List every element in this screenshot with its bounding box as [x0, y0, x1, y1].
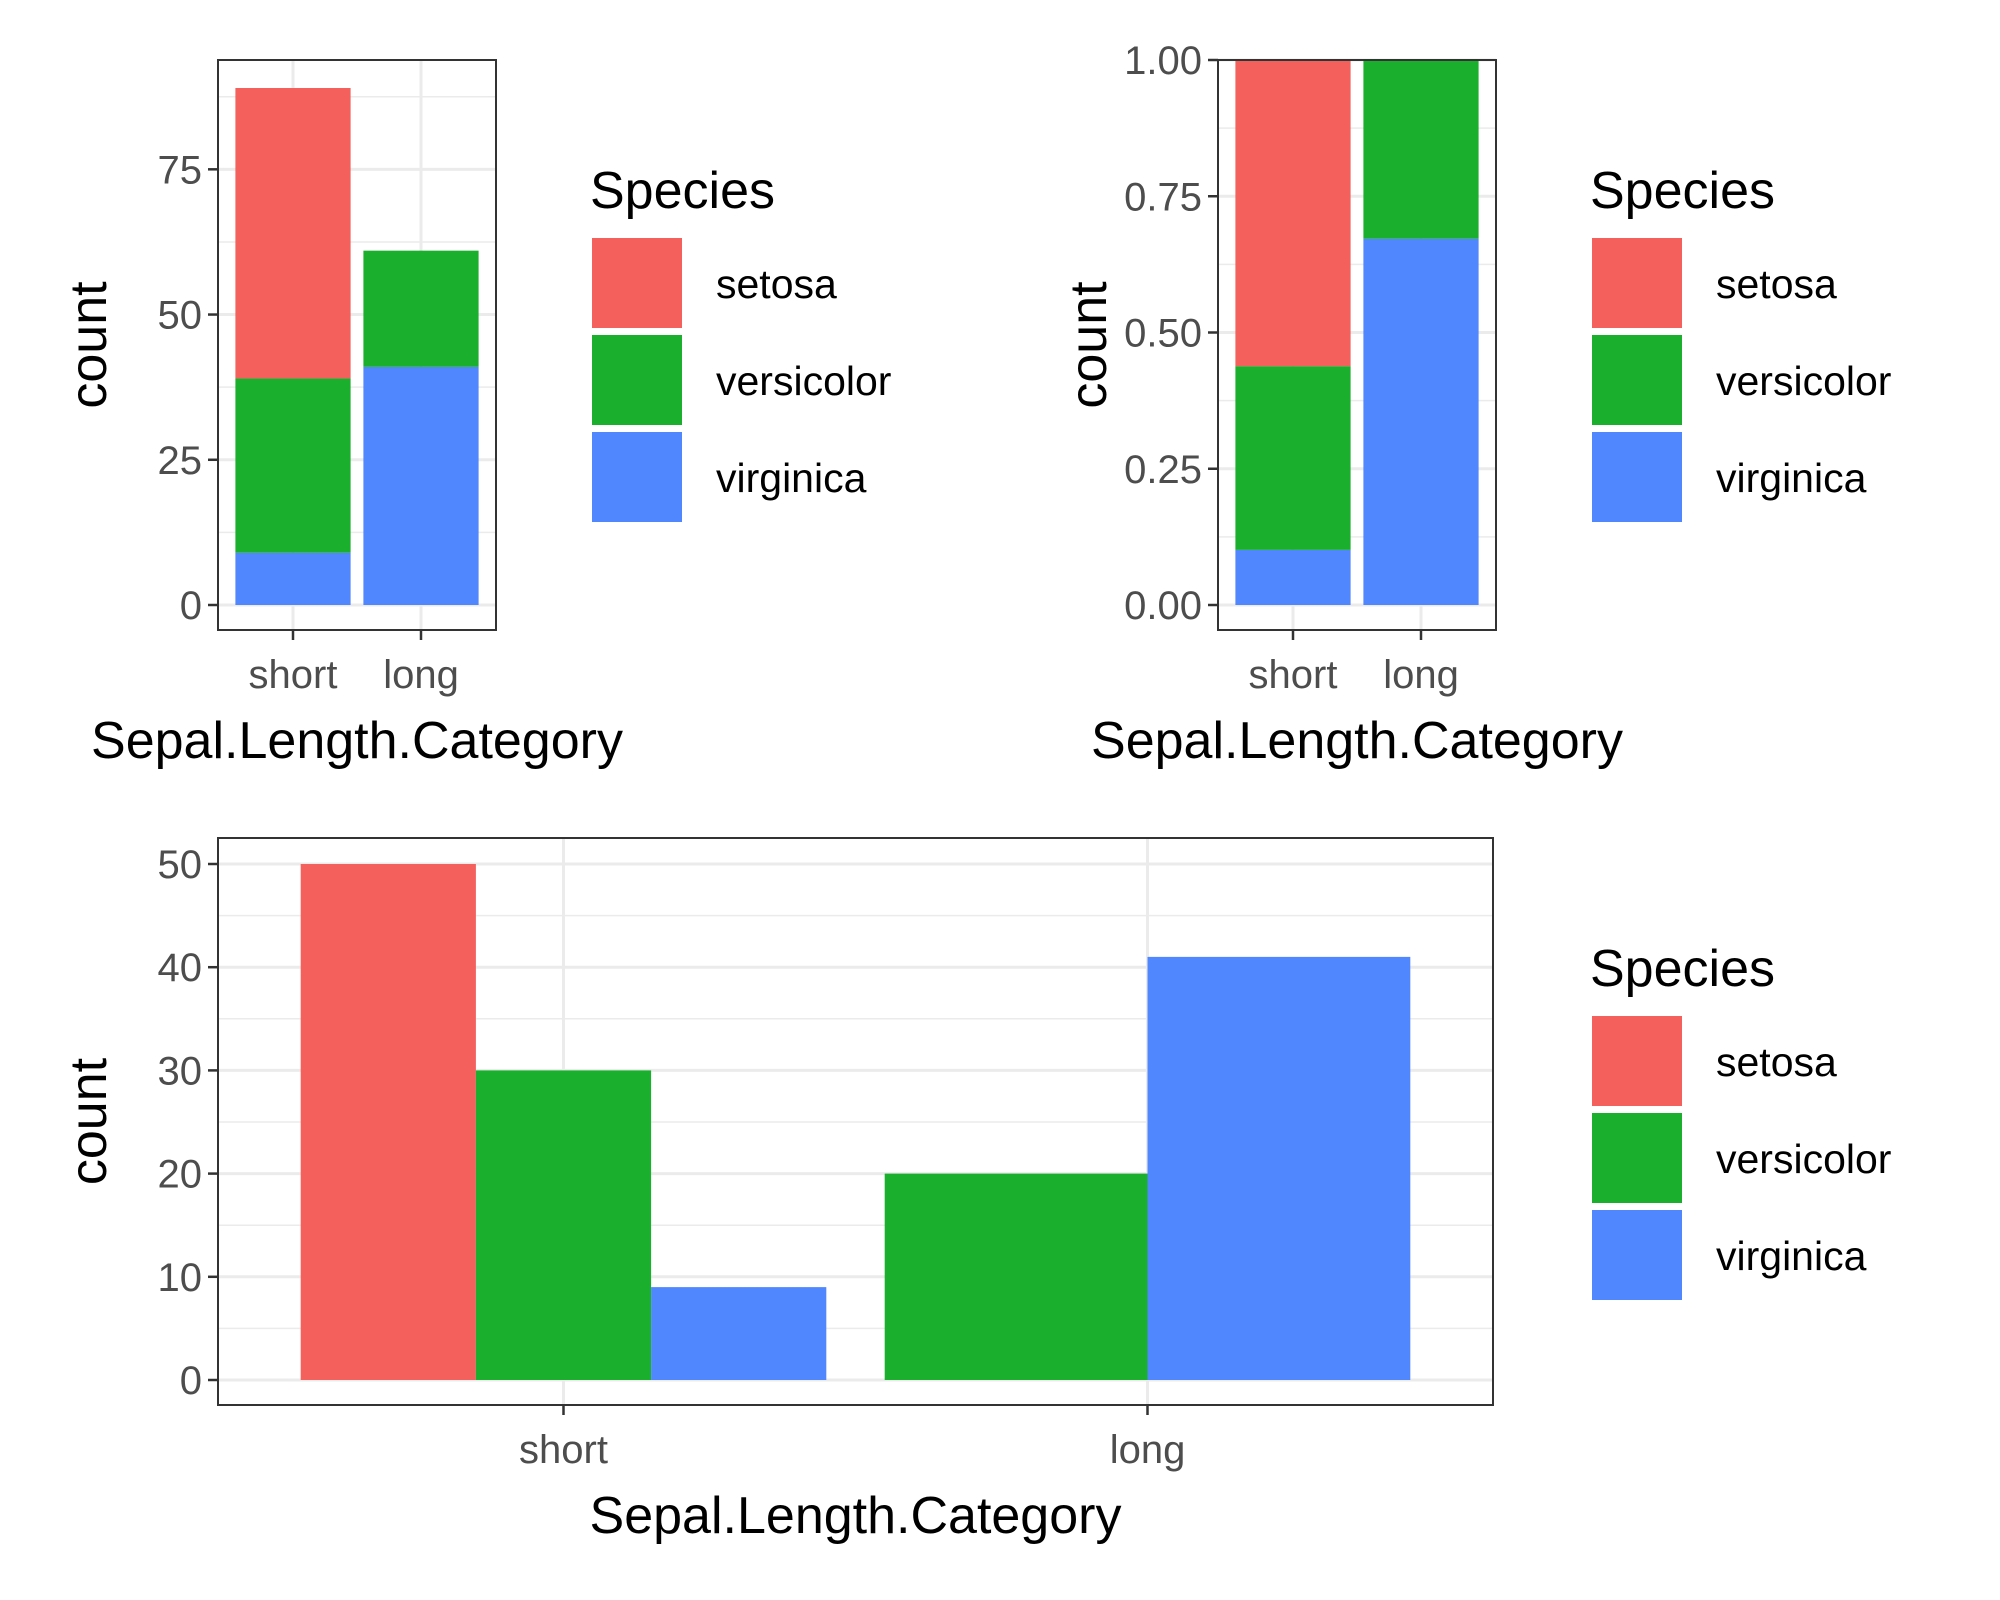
y-tick-label: 0.25: [1124, 448, 1202, 492]
legend-key-versicolor: [1592, 1113, 1682, 1203]
plot-dodged-counts: 0 10 20 30 40 50 short long Sepal.Length.Categor…: [60, 837, 1891, 1545]
y-tick-label: 0: [180, 584, 202, 628]
y-tick-label: 0.50: [1124, 312, 1202, 356]
bar-segment-versicolor-short: [1235, 366, 1351, 550]
legend-label-setosa: setosa: [716, 261, 837, 307]
bar-setosa-short: [300, 864, 476, 1380]
x-axis-title: Sepal.Length.Category: [1091, 712, 1623, 770]
legend-key-virginica: [592, 432, 682, 522]
x-axis-title: Sepal.Length.Category: [91, 712, 623, 770]
legend-title: Species: [1590, 940, 1775, 998]
legend-label-versicolor: versicolor: [1716, 358, 1891, 404]
bar-segment-virginica-short: [235, 552, 351, 605]
y-tick-label: 10: [158, 1256, 203, 1300]
legend-key-virginica: [1592, 1210, 1682, 1300]
y-tick-label: 50: [158, 843, 203, 887]
x-tick-label: long: [1110, 1428, 1186, 1472]
legend-label-versicolor: versicolor: [716, 358, 891, 404]
x-axis-title: Sepal.Length.Category: [590, 1487, 1122, 1545]
y-tick-label: 50: [158, 294, 203, 338]
bar-virginica-short: [651, 1287, 827, 1380]
x-tick-label: long: [383, 653, 459, 697]
y-tick-label: 0: [180, 1359, 202, 1403]
legend-title: Species: [1590, 162, 1775, 220]
plot-proportions: 0.00 0.25 0.50 0.75 1.00 short long Sepal.Lengt…: [1060, 39, 1891, 770]
x-tick-label: long: [1383, 653, 1459, 697]
legend-label-setosa: setosa: [1716, 1039, 1837, 1085]
legend-key-versicolor: [592, 335, 682, 425]
y-axis-title: count: [60, 281, 118, 409]
y-tick-label: 30: [158, 1049, 203, 1093]
legend-label-virginica: virginica: [716, 455, 867, 501]
plot-stacked-counts: 0 25 50 75 short long Sepal.Length.Category cou…: [60, 59, 891, 770]
bar-segment-virginica-long: [1363, 238, 1479, 605]
bar-segment-setosa-short: [1235, 60, 1351, 367]
y-tick-label: 20: [158, 1153, 203, 1197]
y-tick-label: 75: [158, 148, 203, 192]
bar-segment-versicolor-long: [1363, 60, 1479, 239]
panel-border: [217, 59, 497, 631]
legend-label-virginica: virginica: [1716, 1233, 1867, 1279]
y-axis-title: count: [60, 1057, 118, 1185]
legend-label-setosa: setosa: [1716, 261, 1837, 307]
x-tick-label: short: [519, 1428, 608, 1472]
legend-label-versicolor: versicolor: [1716, 1136, 1891, 1182]
legend-label-virginica: virginica: [1716, 455, 1867, 501]
bar-segment-virginica-short: [1235, 549, 1351, 605]
bar-segment-setosa-short: [235, 88, 351, 379]
y-axis-title: count: [1060, 281, 1118, 409]
y-tick-label: 1.00: [1124, 39, 1202, 83]
legend-key-setosa: [1592, 1016, 1682, 1106]
legend-key-virginica: [1592, 432, 1682, 522]
bar-versicolor-short: [475, 1070, 652, 1380]
y-tick-label: 0.00: [1124, 584, 1202, 628]
panel-border: [1217, 59, 1497, 631]
bar-segment-virginica-long: [363, 366, 479, 605]
bar-segment-versicolor-long: [363, 250, 479, 367]
y-tick-label: 25: [158, 439, 203, 483]
bar-virginica-long: [1147, 956, 1411, 1380]
legend-key-versicolor: [1592, 335, 1682, 425]
y-tick-label: 0.75: [1124, 175, 1202, 219]
x-tick-label: short: [1249, 653, 1338, 697]
legend-key-setosa: [1592, 238, 1682, 328]
panel-border: [217, 837, 1494, 1406]
bar-versicolor-long: [884, 1173, 1148, 1380]
x-tick-label: short: [249, 653, 338, 697]
legend-title: Species: [590, 162, 775, 220]
y-tick-label: 40: [158, 946, 203, 990]
legend-key-setosa: [592, 238, 682, 328]
bar-segment-versicolor-short: [235, 378, 351, 553]
